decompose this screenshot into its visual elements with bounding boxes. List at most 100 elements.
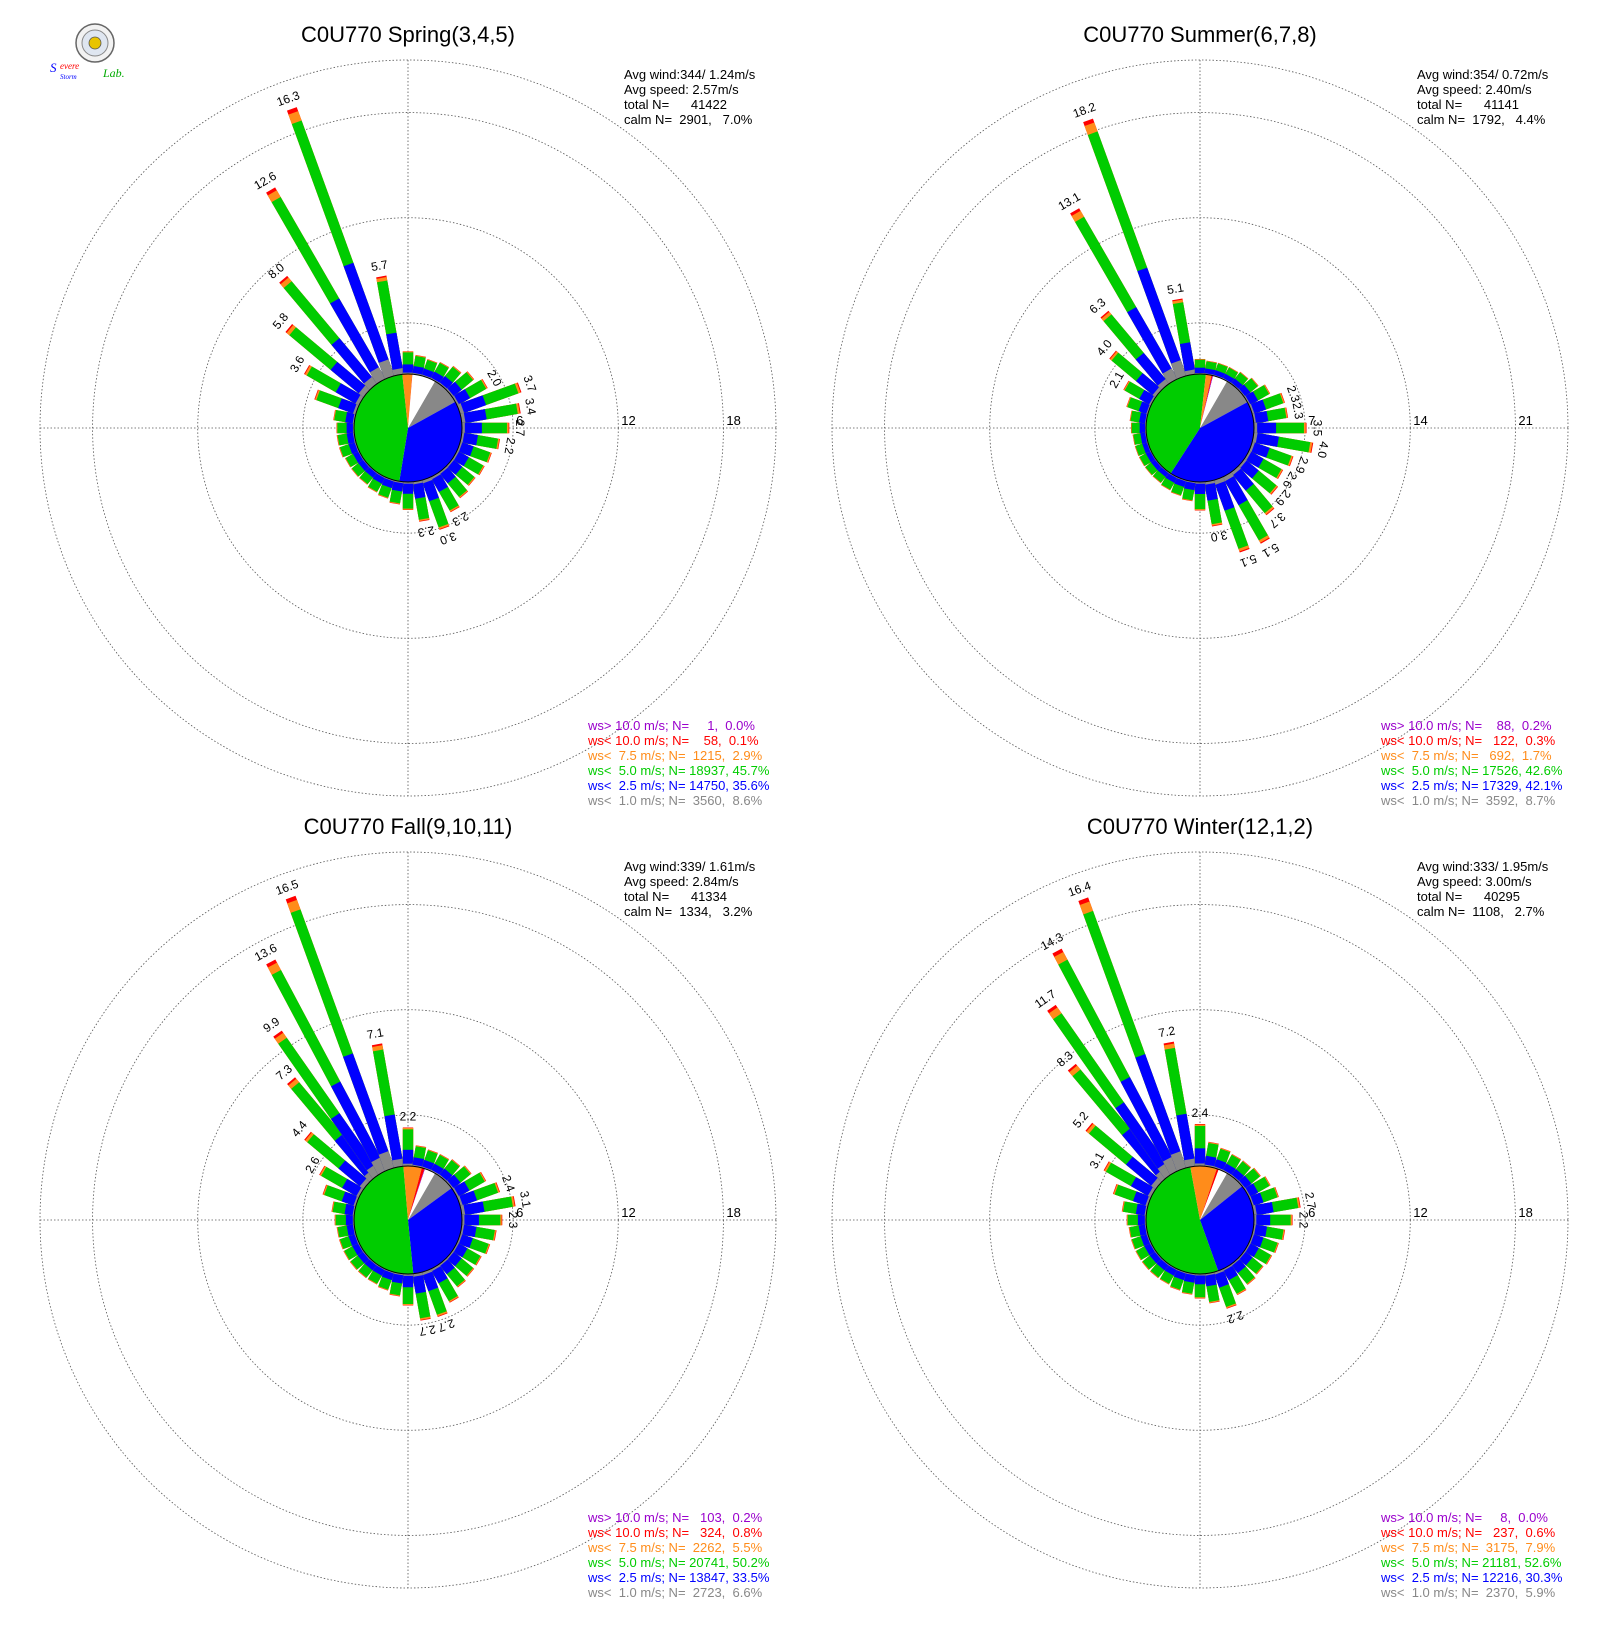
petal-label: 16.3 bbox=[275, 88, 302, 109]
svg-text:Storm: Storm bbox=[60, 73, 77, 81]
petal-segment bbox=[368, 1258, 378, 1266]
petal-label: 2.7 bbox=[436, 1316, 457, 1335]
petal-label: 16.5 bbox=[274, 877, 301, 898]
petal-segment bbox=[362, 1250, 370, 1260]
petal-segment bbox=[446, 388, 454, 398]
lab-logo: S evere Storm Lab. bbox=[48, 22, 148, 84]
petal-segment bbox=[1230, 1174, 1240, 1182]
svg-text:Lab.: Lab. bbox=[102, 66, 125, 80]
petal-segment bbox=[1254, 422, 1258, 434]
pie-slice bbox=[402, 374, 413, 428]
pie-slice bbox=[354, 1166, 414, 1274]
petal-segment bbox=[1157, 466, 1170, 478]
petal-segment bbox=[460, 1224, 465, 1235]
pie-slice bbox=[1146, 374, 1206, 474]
petal-segment bbox=[391, 1272, 404, 1284]
pie-slice bbox=[408, 1188, 463, 1274]
ring-label: 12 bbox=[621, 1205, 635, 1220]
petal-label: 5.1 bbox=[1260, 540, 1282, 561]
petal-label: 4.0 bbox=[1094, 337, 1116, 359]
ring-label: 14 bbox=[1413, 413, 1427, 428]
pie-slice bbox=[403, 1166, 422, 1220]
petal-label: 5.7 bbox=[370, 257, 389, 274]
petal-segment bbox=[343, 1053, 395, 1172]
petal-segment bbox=[1248, 441, 1255, 453]
petal-segment bbox=[1222, 1163, 1236, 1176]
petal-segment bbox=[402, 1149, 414, 1166]
petal-segment bbox=[1145, 1195, 1152, 1207]
petal-label: 4.4 bbox=[289, 1118, 311, 1140]
petal-segment bbox=[438, 375, 453, 390]
petal-segment bbox=[1122, 1128, 1170, 1182]
petal-segment bbox=[402, 1274, 414, 1276]
stats-line: calm N= 2901, 7.0% bbox=[624, 112, 753, 127]
petal-segment bbox=[430, 377, 441, 384]
pie-slice bbox=[1200, 381, 1248, 428]
petal-segment bbox=[460, 1224, 477, 1238]
petal-segment bbox=[352, 1242, 364, 1256]
petal-segment bbox=[1156, 1258, 1170, 1271]
stats-line: total N= 40295 bbox=[1417, 889, 1520, 904]
legend-entry: ws< 7.5 m/s; N= 692, 1.7% bbox=[1380, 748, 1552, 763]
legend-entry: ws< 1.0 m/s; N= 3592, 8.7% bbox=[1380, 793, 1556, 808]
legend-entry: ws> 10.0 m/s; N= 103, 0.2% bbox=[587, 1510, 763, 1525]
petal-segment bbox=[1204, 1272, 1217, 1287]
petal-label: 3.4 bbox=[522, 397, 539, 416]
stats-line: Avg wind:344/ 1.24m/s bbox=[624, 67, 756, 82]
petal-segment bbox=[1127, 307, 1178, 384]
petal-segment bbox=[1248, 403, 1255, 415]
petal-segment bbox=[438, 382, 448, 390]
petal-segment bbox=[430, 371, 444, 384]
legend-entry: ws< 7.5 m/s; N= 1215, 2.9% bbox=[587, 748, 763, 763]
petal-segment bbox=[462, 422, 465, 434]
petal-segment bbox=[1254, 1214, 1271, 1226]
petal-segment bbox=[392, 368, 404, 376]
petal-segment bbox=[452, 450, 460, 461]
petal-label: 3.1 bbox=[1087, 1149, 1108, 1171]
petal-segment bbox=[402, 1274, 414, 1288]
stats-line: Avg speed: 2.57m/s bbox=[624, 82, 739, 97]
petal-segment bbox=[1137, 1214, 1146, 1226]
petal-segment bbox=[1150, 458, 1162, 471]
petal-segment bbox=[460, 1204, 466, 1216]
petal-segment bbox=[1145, 450, 1156, 463]
wind-rose-panel: 6 12 183.15.28.311.714.316.47.22.42.72.22.… bbox=[831, 814, 1569, 1600]
stats-line: Avg speed: 2.84m/s bbox=[624, 874, 739, 889]
petal-segment bbox=[1252, 432, 1279, 447]
petal-segment bbox=[359, 1178, 370, 1190]
petal-segment bbox=[412, 1272, 423, 1277]
petal-segment bbox=[1222, 1169, 1233, 1176]
ring-label: 21 bbox=[1518, 413, 1532, 428]
petal-segment bbox=[346, 422, 354, 434]
legend-entry: ws< 1.0 m/s; N= 2370, 5.9% bbox=[1380, 1585, 1556, 1600]
stats-line: Avg speed: 2.40m/s bbox=[1417, 82, 1532, 97]
petal-segment bbox=[421, 476, 439, 502]
petal-segment bbox=[372, 1264, 386, 1276]
petal-segment bbox=[1238, 388, 1246, 398]
petal-segment bbox=[1222, 472, 1234, 482]
petal-segment bbox=[330, 298, 386, 384]
petal-segment bbox=[1254, 422, 1277, 434]
petal-segment bbox=[364, 1258, 378, 1271]
petal-segment bbox=[358, 458, 370, 471]
petal-segment bbox=[1238, 1175, 1252, 1190]
petal-label: 2.9 bbox=[1292, 455, 1311, 476]
pie-slice bbox=[1170, 402, 1254, 482]
pie-outline bbox=[1145, 373, 1255, 483]
lab-seal-icon: S evere Storm Lab. bbox=[50, 23, 125, 81]
petal-segment bbox=[1252, 1205, 1257, 1216]
petal-label: 2.0 bbox=[484, 367, 505, 389]
pie-slice bbox=[408, 1173, 452, 1220]
stats-line: Avg wind:339/ 1.61m/s bbox=[624, 859, 756, 874]
stats-line: Avg speed: 3.00m/s bbox=[1417, 874, 1532, 889]
petal-label: 3.0 bbox=[1209, 528, 1228, 545]
petal-segment bbox=[335, 383, 364, 406]
petal-segment bbox=[1162, 1156, 1180, 1175]
petal-label: 7.1 bbox=[366, 1025, 385, 1042]
petal-segment bbox=[1222, 1264, 1233, 1271]
pie-slice bbox=[1146, 1166, 1219, 1274]
petal-segment bbox=[462, 1214, 479, 1226]
petal-segment bbox=[1238, 1250, 1246, 1260]
legend-entry: ws< 5.0 m/s; N= 20741, 50.2% bbox=[587, 1555, 770, 1570]
pie-slice bbox=[1200, 375, 1213, 428]
